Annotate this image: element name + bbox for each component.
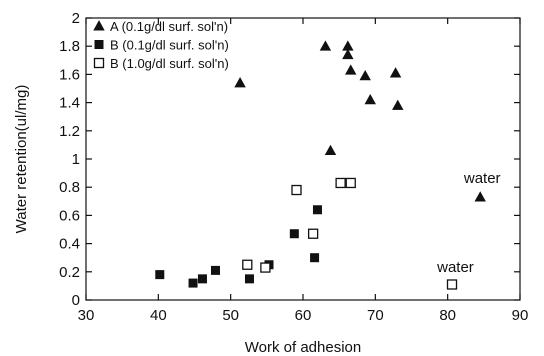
data-point-filled-square <box>210 265 220 275</box>
y-tick-label: 1.4 <box>59 95 80 112</box>
data-point-open-square <box>242 259 253 270</box>
legend-label: A (0.1g/dl surf. sol'n) <box>110 19 228 34</box>
axis-tick-labels: 30 40 50 60 70 80 90 0 0.2 0.4 0.6 0.8 1 1.2 1.4 1.6 1.8… <box>59 10 528 324</box>
data-point-filled-triangle <box>359 69 371 81</box>
data-point-open-square <box>446 279 458 290</box>
data-point-filled-square <box>289 229 299 239</box>
x-tick-label: 90 <box>512 307 529 324</box>
data-point-filled-triangle <box>345 64 357 75</box>
legend: A (0.1g/dl surf. sol'n) B (0.1g/dl surf. … <box>93 19 229 71</box>
x-tick-label: 70 <box>367 307 384 324</box>
y-tick-label: 0.8 <box>59 179 80 196</box>
y-tick-label: 0.2 <box>59 264 80 281</box>
data-point-open-square <box>260 262 271 273</box>
legend-label: B (1.0g/dl surf. sol'n) <box>110 56 229 71</box>
x-tick-label: 40 <box>150 307 167 324</box>
data-point-open-square <box>345 177 356 189</box>
y-tick-label: 1.2 <box>59 123 80 140</box>
y-axis-title: Water retention(ul/mg) <box>13 85 30 234</box>
legend-marker-filled-square <box>94 40 104 49</box>
x-axis-title: Work of adhesion <box>245 339 361 356</box>
data-point-filled-triangle <box>474 191 486 202</box>
data-point-open-square <box>307 228 319 239</box>
data-points <box>155 40 486 290</box>
annotation-label: water <box>436 259 474 276</box>
data-point-filled-square <box>312 205 322 215</box>
y-tick-label: 0 <box>72 292 80 309</box>
data-point-filled-square <box>310 253 320 263</box>
x-tick-label: 30 <box>78 307 95 324</box>
y-tick-label: 1.6 <box>59 66 80 83</box>
data-point-filled-square <box>188 278 198 288</box>
data-point-open-square <box>335 177 346 189</box>
y-tick-label: 1.8 <box>59 38 80 55</box>
data-point-filled-triangle <box>342 48 354 60</box>
legend-label: B (0.1g/dl surf. sol'n) <box>110 38 229 53</box>
y-tick-label: 0.4 <box>59 236 80 253</box>
data-point-filled-triangle <box>389 67 402 78</box>
data-point-open-square <box>291 184 302 196</box>
data-point-filled-triangle <box>319 40 332 51</box>
data-point-filled-triangle <box>364 93 376 105</box>
data-point-filled-square <box>155 270 165 280</box>
data-point-filled-triangle <box>324 144 337 155</box>
annotations: water water <box>436 170 500 276</box>
data-point-filled-square <box>197 274 207 284</box>
legend-marker-filled-triangle <box>93 20 105 31</box>
x-tick-label: 50 <box>222 307 239 324</box>
x-tick-label: 80 <box>439 307 456 324</box>
y-tick-label: 1 <box>72 151 80 168</box>
y-tick-label: 2 <box>72 10 80 27</box>
data-point-filled-triangle <box>234 77 246 88</box>
data-point-filled-square <box>244 274 254 284</box>
data-point-filled-triangle <box>392 99 404 110</box>
annotation-label: water <box>463 170 501 187</box>
y-tick-label: 0.6 <box>59 207 80 224</box>
x-tick-label: 60 <box>295 307 312 324</box>
legend-marker-open-square <box>93 57 105 69</box>
axis-ticks <box>85 17 521 301</box>
